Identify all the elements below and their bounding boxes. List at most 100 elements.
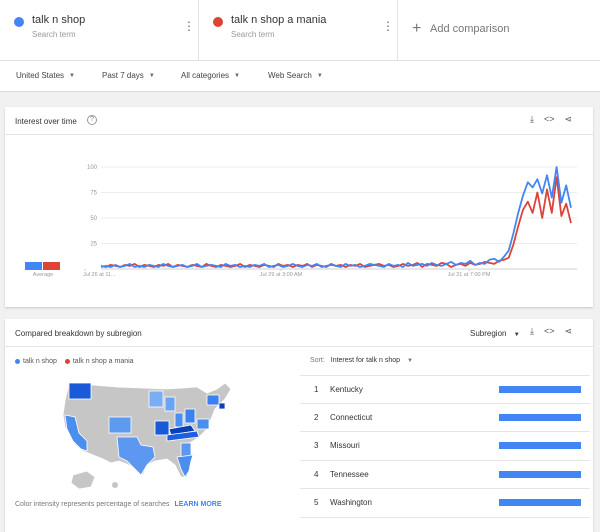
state-washington <box>68 382 92 400</box>
term-1-name: talk n shop <box>32 14 86 26</box>
hawaii-shape <box>112 482 118 488</box>
region-name: Kentucky <box>330 385 363 394</box>
region-name: Tennessee <box>330 469 369 479</box>
list-item[interactable]: 2 Connecticut <box>300 404 590 433</box>
list-item[interactable]: 1 Kentucky <box>300 375 590 404</box>
y-tick-label: 50 <box>90 216 97 222</box>
alaska-shape <box>70 470 96 490</box>
share-icon[interactable]: ⋖ <box>564 326 573 336</box>
region-name: Connecticut <box>330 412 373 422</box>
state-indiana <box>174 412 184 428</box>
state-georgia <box>180 442 192 458</box>
state-tennessee <box>166 430 200 442</box>
term-2-name: talk n shop a mania <box>231 14 327 26</box>
caret-down-icon: ▼ <box>513 332 520 338</box>
y-tick-label: 75 <box>90 191 97 197</box>
filter-time[interactable]: Past 7 days ▼ <box>102 71 155 80</box>
interest-toolbar: ⤓ <> ⋖ <box>530 114 572 125</box>
interest-title: Interest over time <box>15 117 77 126</box>
interest-bar <box>499 442 581 450</box>
state-wisconsin <box>164 396 176 412</box>
rank-number: 4 <box>314 469 319 479</box>
map-legend: talk n shop talk n shop a mania <box>15 358 134 365</box>
state-new-york <box>206 394 220 406</box>
filter-search-type[interactable]: Web Search ▼ <box>268 71 323 80</box>
subregion-dropdown[interactable]: Subregion ▼ <box>470 329 520 338</box>
term-1-type: Search term <box>32 30 76 39</box>
term-2-color-dot <box>213 17 223 27</box>
sort-value: Interest for talk n shop <box>330 357 401 364</box>
embed-icon[interactable]: <> <box>543 114 555 124</box>
x-tick-label: Jul 29 at 3:00 AM <box>260 272 303 278</box>
caret-down-icon: ▼ <box>316 73 323 79</box>
region-ranking-list: 1 Kentucky 2 Connecticut 3 Missouri 4 Te… <box>300 375 590 518</box>
average-bar <box>25 262 42 270</box>
state-colorado <box>108 416 132 434</box>
filter-search-type-label: Web Search <box>268 71 312 80</box>
sort-label: Sort: <box>310 357 325 364</box>
divider <box>5 346 593 347</box>
note-text: Color intensity represents percentage of… <box>15 501 170 508</box>
subregion-breakdown-card: Compared breakdown by subregion Subregio… <box>5 319 593 532</box>
average-label: Average <box>33 272 53 278</box>
us-mainland-shape <box>62 382 232 478</box>
list-item[interactable]: 5 Washington <box>300 489 590 518</box>
filter-category-label: All categories <box>181 71 230 80</box>
learn-more-link[interactable]: LEARN MORE <box>174 501 222 508</box>
sort-control[interactable]: Sort: Interest for talk n shop ▼ <box>310 357 413 364</box>
embed-icon[interactable]: <> <box>543 326 555 336</box>
share-icon[interactable]: ⋖ <box>564 114 573 124</box>
filter-region-label: United States <box>16 71 65 80</box>
interest-chart: 100 75 50 25 Jul 26 at 11... Jul 29 at 3:00 A… <box>25 165 577 278</box>
interest-bar <box>499 470 581 478</box>
y-tick-label: 100 <box>87 165 98 171</box>
search-term-1[interactable]: talk n shop Search term ⋮ <box>0 0 199 61</box>
legend-item-term-1: talk n shop <box>15 358 57 365</box>
search-term-2[interactable]: talk n shop a mania Search term ⋮ <box>199 0 398 61</box>
add-comparison-button[interactable]: + Add comparison <box>398 0 600 60</box>
state-missouri <box>154 420 170 436</box>
filter-region[interactable]: United States ▼ <box>16 71 75 80</box>
divider <box>5 134 593 135</box>
interest-bar <box>499 413 581 421</box>
caret-down-icon: ▼ <box>406 358 413 364</box>
rank-number: 5 <box>314 498 319 508</box>
region-name: Missouri <box>330 441 360 451</box>
breakdown-toolbar: ⤓ <> ⋖ <box>530 326 572 337</box>
term-2-more-icon[interactable]: ⋮ <box>382 19 394 33</box>
list-item[interactable]: 4 Tennessee <box>300 461 590 490</box>
x-tick-label: Jul 31 at 7:00 PM <box>448 272 491 278</box>
term-1-color-dot <box>14 17 24 27</box>
list-item[interactable]: 3 Missouri <box>300 432 590 461</box>
add-comparison-label: Add comparison <box>430 23 510 35</box>
rank-number: 1 <box>314 385 319 394</box>
y-tick-label: 25 <box>90 242 97 248</box>
state-connecticut <box>218 402 226 410</box>
download-icon[interactable]: ⤓ <box>530 114 534 124</box>
filter-time-label: Past 7 days <box>102 71 144 80</box>
state-texas <box>116 436 156 476</box>
comparison-bar: talk n shop Search term ⋮ talk n shop a … <box>0 0 600 61</box>
filter-category[interactable]: All categories ▼ <box>181 71 240 80</box>
average-bar <box>43 262 60 270</box>
state-virginia <box>196 418 210 430</box>
caret-down-icon: ▼ <box>69 73 75 79</box>
state-ohio <box>184 408 196 424</box>
rank-number: 3 <box>314 441 319 451</box>
interest-over-time-card: Interest over time ? ⤓ <> ⋖ 100 75 50 25 Jul… <box>5 107 593 307</box>
legend-dot <box>15 359 20 364</box>
series-line-talk-n-shop-a-mania <box>100 176 572 268</box>
us-map[interactable] <box>57 379 239 494</box>
series-line-talk-n-shop <box>100 166 572 268</box>
state-minnesota <box>148 390 164 408</box>
term-1-more-icon[interactable]: ⋮ <box>183 19 195 33</box>
map-note: Color intensity represents percentage of… <box>15 501 222 508</box>
legend-dot <box>64 359 70 364</box>
interest-bar <box>499 386 581 393</box>
plus-icon: + <box>412 20 422 37</box>
download-icon[interactable]: ⤓ <box>530 326 534 336</box>
caret-down-icon: ▼ <box>234 73 240 79</box>
subregion-dropdown-label: Subregion <box>470 329 507 338</box>
term-2-type: Search term <box>231 30 275 39</box>
help-icon[interactable]: ? <box>87 115 97 125</box>
